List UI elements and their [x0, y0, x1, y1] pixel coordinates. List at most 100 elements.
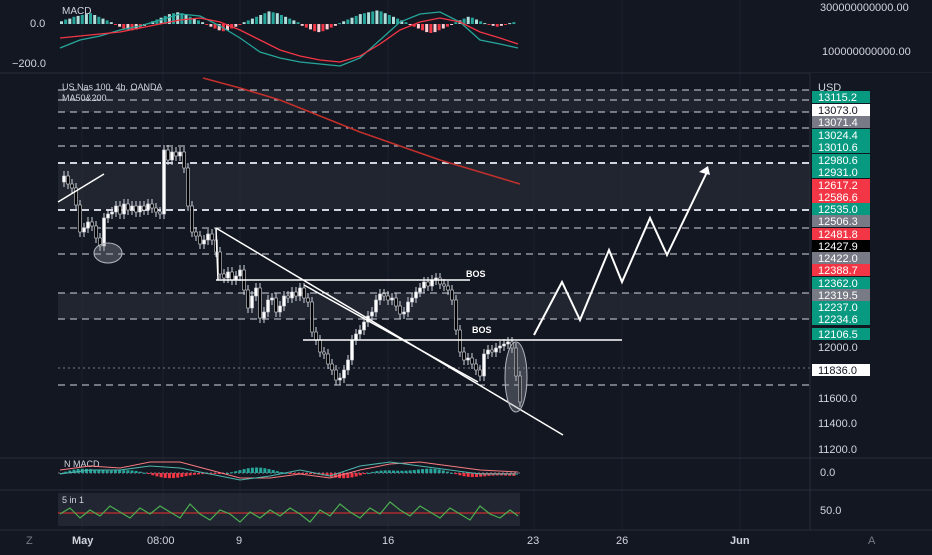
- nmacd-histogram-bar: [89, 469, 93, 473]
- candle-body: [246, 289, 250, 309]
- macd-histogram-bar: [80, 15, 84, 24]
- candle-body: [106, 213, 110, 219]
- macd-histogram-bar: [429, 24, 433, 33]
- macd-histogram-bar: [462, 18, 466, 24]
- macd-pane[interactable]: MACD 0.0 −200.0 300000000000.00 10000000…: [12, 2, 911, 70]
- nmacd-label: N MACD: [64, 459, 100, 469]
- macd-histogram-bar: [508, 23, 512, 25]
- nmacd-histogram-bar: [118, 470, 122, 473]
- macd-histogram-bar: [72, 16, 76, 24]
- candle-body: [66, 175, 70, 185]
- candle-body: [374, 299, 378, 313]
- nmacd-histogram-bar: [226, 472, 229, 474]
- candle-body: [170, 151, 174, 161]
- bos-label-lower: BOS: [472, 325, 492, 335]
- candle-body: [230, 271, 234, 281]
- projection-arrowhead: [699, 166, 710, 175]
- macd-histogram-bar: [84, 14, 88, 24]
- nmacd-histogram-bar: [379, 470, 383, 473]
- nmacd-histogram-bar: [296, 473, 300, 474]
- nmacd-histogram-bar: [404, 470, 408, 473]
- macd-histogram-bar: [487, 24, 491, 25]
- candle-body: [382, 293, 386, 297]
- price-label-badge: [812, 264, 870, 276]
- price-label-badge: [812, 203, 870, 215]
- macd-histogram-bar: [246, 20, 250, 24]
- price-label-badge: [812, 240, 870, 252]
- nmacd-histogram-bar: [76, 469, 80, 473]
- symbol-title: US Nas 100, 4h, OANDA: [62, 82, 163, 92]
- candle-body: [310, 301, 314, 333]
- nmacd-histogram-bar: [134, 470, 138, 473]
- candle-body: [238, 269, 242, 277]
- nmacd-pane[interactable]: N MACD 0.0: [58, 459, 835, 481]
- main-pane[interactable]: BOS BOS US Nas 100, 4h, OANDA MA50&200: [57, 77, 810, 436]
- macd-left-tick-minus: −200.0: [12, 58, 46, 70]
- price-tick-11200: 11200.0: [818, 444, 857, 456]
- z-icon[interactable]: Z: [26, 535, 33, 547]
- nmacd-histogram-bar: [213, 473, 217, 475]
- candle-body: [86, 221, 90, 229]
- nmacd-histogram-bar: [475, 473, 478, 477]
- price-label-badge: [812, 141, 870, 153]
- macd-histogram-bar: [412, 24, 416, 27]
- nmacd-histogram-bar: [271, 470, 275, 473]
- candle-body: [154, 207, 158, 213]
- price-label-badge: [812, 215, 870, 227]
- candle-body: [322, 351, 326, 355]
- price-level-labels: 13115.213073.013071.413024.413010.612980…: [812, 91, 870, 377]
- nmacd-histogram-bar: [180, 473, 184, 477]
- candle-body: [490, 349, 494, 353]
- nmacd-histogram-bar: [68, 470, 72, 473]
- nmacd-histogram-bar: [93, 469, 97, 473]
- candle-body: [334, 369, 338, 381]
- auto-scale-icon[interactable]: A: [868, 535, 876, 547]
- candle-body: [222, 273, 226, 279]
- time-label-16: 16: [382, 535, 394, 547]
- candle-body: [390, 297, 394, 301]
- macd-histogram-bar: [362, 13, 366, 24]
- macd-histogram-bar: [354, 15, 358, 24]
- macd-histogram-bar: [470, 17, 474, 24]
- candle-body: [342, 369, 346, 379]
- highlight-ellipse-right: [504, 341, 528, 413]
- nmacd-histogram-bar: [275, 471, 279, 473]
- candle-body: [402, 311, 406, 315]
- candle-body: [202, 239, 206, 245]
- price-label-badge: [812, 228, 870, 240]
- macd-histogram-bar: [64, 19, 68, 24]
- time-label-0800: 08:00: [147, 535, 175, 547]
- nmacd-histogram-bar: [329, 473, 333, 477]
- nmacd-histogram-bar: [101, 470, 105, 473]
- candle-body: [438, 277, 442, 285]
- price-label-badge: [812, 191, 870, 203]
- macd-histogram-bar: [292, 20, 296, 24]
- price-label-badge: [812, 104, 870, 116]
- bos-label-upper: BOS: [466, 269, 486, 279]
- macd-histogram-bar: [288, 18, 292, 24]
- macd-histogram-bar: [296, 22, 300, 24]
- candle-body: [286, 295, 290, 299]
- nmacd-histogram-bar: [429, 468, 433, 473]
- nmacd-histogram-bar: [97, 470, 101, 473]
- nmacd-histogram-bar: [425, 468, 429, 473]
- macd-histogram-bar: [238, 24, 242, 25]
- price-label-badge: [812, 91, 870, 103]
- macd-histogram-bar: [234, 24, 238, 27]
- macd-histogram-bar: [504, 24, 508, 25]
- nmacd-histogram-bar: [466, 473, 470, 477]
- candle-body: [90, 221, 94, 227]
- five-in-one-pane[interactable]: 5 in 1 50.0: [58, 493, 841, 526]
- nmacd-histogram-bar: [300, 473, 304, 474]
- macd-histogram-bar: [441, 24, 445, 29]
- macd-histogram-bar: [89, 13, 93, 24]
- price-label-badge: [812, 313, 870, 325]
- nmacd-right-tick: 0.0: [820, 467, 835, 479]
- nmacd-histogram-bar: [441, 470, 445, 473]
- candle-body: [206, 233, 210, 241]
- macd-histogram-bar: [275, 13, 279, 24]
- price-label-text: 12535.0: [818, 204, 858, 216]
- macd-histogram-bar: [479, 21, 483, 24]
- candle-body: [258, 287, 262, 319]
